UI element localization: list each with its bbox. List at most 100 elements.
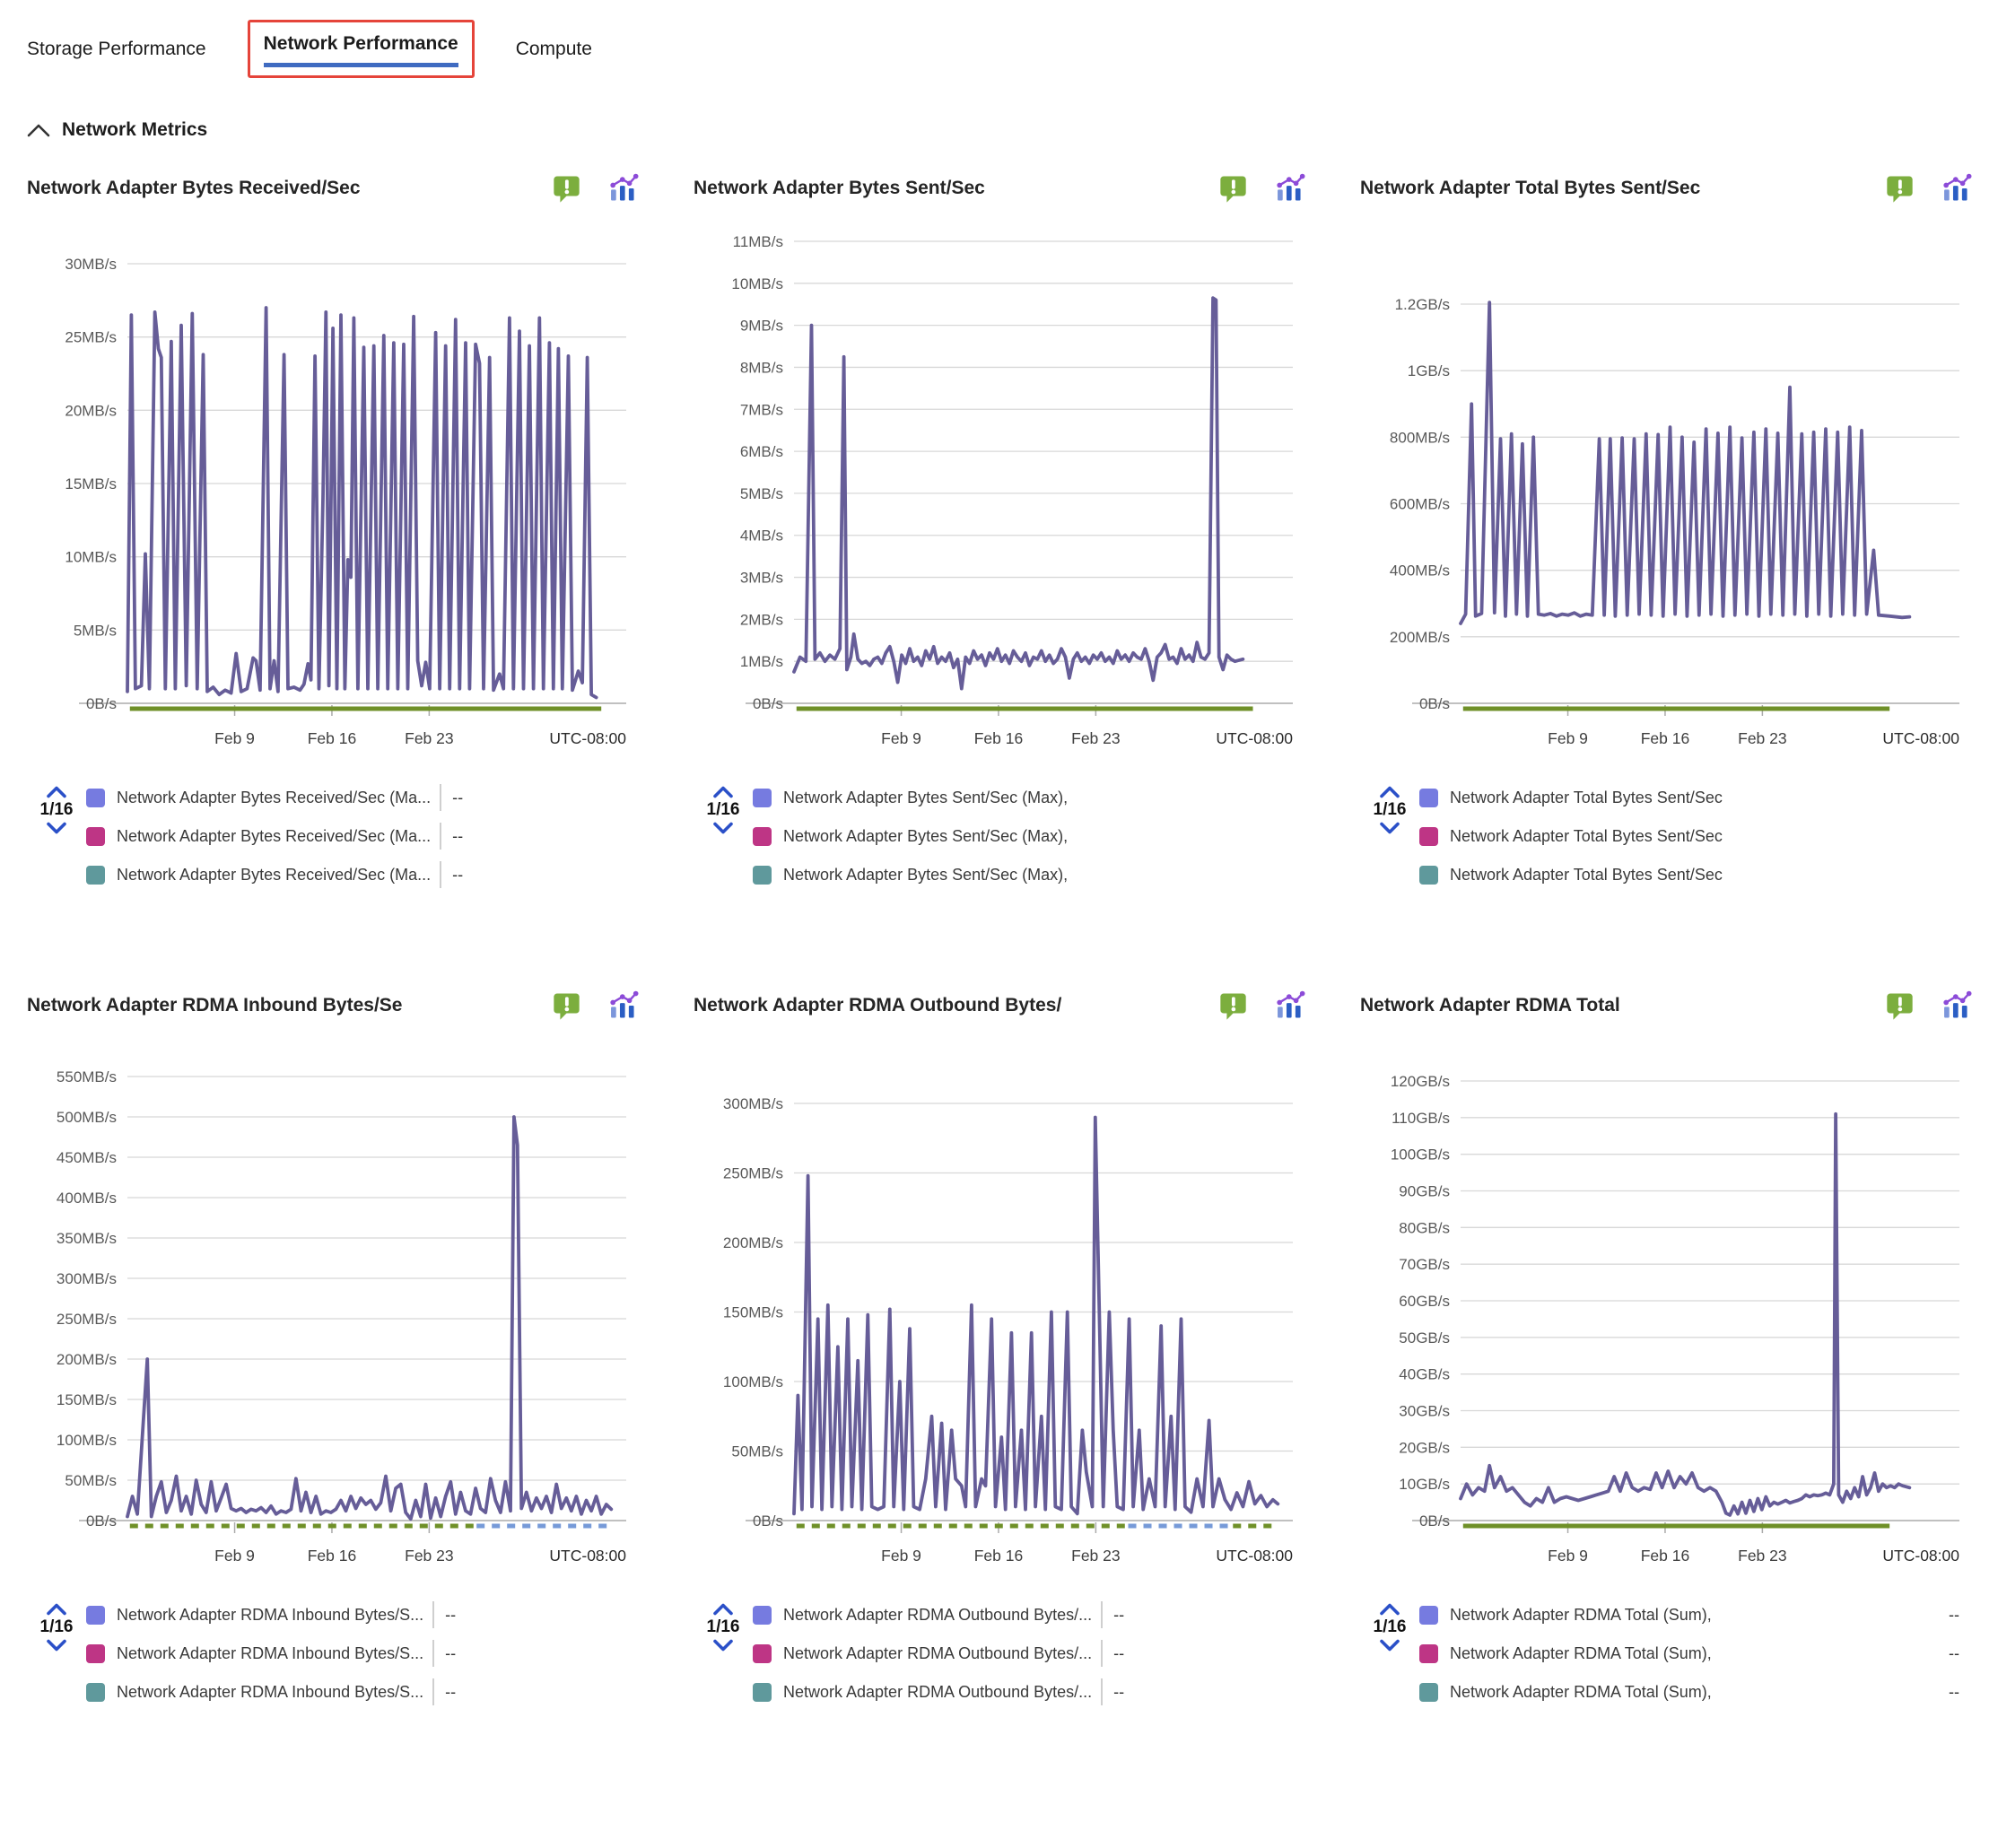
- chart-plot: 550MB/s 500MB/s 450MB/s 400MB/s 350MB/s 300MB…: [57, 1068, 626, 1565]
- legend-label: Network Adapter RDMA Total (Sum),: [1450, 1682, 1712, 1701]
- annotation-icon[interactable]: [551, 990, 582, 1021]
- annotation-icon[interactable]: [1217, 173, 1249, 204]
- chevron-up-icon[interactable]: [46, 786, 67, 798]
- legend-rows: Network Adapter Total Bytes Sent/Sec Netw…: [1419, 782, 1972, 888]
- legend-item[interactable]: Network Adapter RDMA Outbound Bytes/... -…: [753, 1640, 1305, 1667]
- legend-label: Network Adapter Total Bytes Sent/Sec: [1450, 865, 1723, 884]
- legend-item[interactable]: Network Adapter Total Bytes Sent/Sec: [1419, 861, 1972, 888]
- y-tick-label: 250MB/s: [57, 1311, 117, 1328]
- chevron-up-icon[interactable]: [1379, 1603, 1400, 1616]
- annotation-icon[interactable]: [1884, 173, 1915, 204]
- y-tick-label: 800MB/s: [1390, 429, 1450, 446]
- y-tick-label: 350MB/s: [57, 1230, 117, 1247]
- chart-actions: [1217, 173, 1305, 204]
- legend-separator: [1101, 1678, 1104, 1705]
- y-tick-label: 90GB/s: [1399, 1183, 1450, 1200]
- legend-swatch: [1419, 1682, 1438, 1702]
- y-tick-label: 4MB/s: [740, 527, 783, 545]
- active-tab-highlight-box: Network Performance: [247, 20, 475, 78]
- y-tick-label: 0B/s: [753, 1512, 783, 1530]
- chart-plot: 11MB/s 10MB/s 9MB/s 8MB/s 7MB/s 6MB/s 5MB/s 4MB…: [731, 233, 1293, 747]
- y-tick-label: 20MB/s: [65, 402, 117, 419]
- legend-swatch: [753, 1605, 772, 1625]
- legend-item[interactable]: Network Adapter Bytes Received/Sec (Ma..…: [86, 861, 639, 888]
- chevron-down-icon[interactable]: [46, 1639, 67, 1652]
- legend-swatch: [753, 865, 772, 885]
- chart-type-icon[interactable]: [1941, 173, 1972, 204]
- y-tick-label: 50MB/s: [731, 1443, 783, 1460]
- legend-page-indicator: 1/16: [706, 800, 740, 819]
- network-metrics-section-header[interactable]: Network Metrics: [27, 119, 1998, 141]
- chart-title: Network Adapter Bytes Received/Sec: [27, 178, 361, 198]
- legend-value: --: [1113, 1682, 1125, 1701]
- y-tick-label: 11MB/s: [733, 233, 783, 250]
- chart-title: Network Adapter RDMA Outbound Bytes/: [694, 995, 1062, 1016]
- chevron-down-icon[interactable]: [46, 822, 67, 834]
- legend-label: Network Adapter RDMA Total (Sum),: [1450, 1643, 1712, 1662]
- legend-item[interactable]: Network Adapter RDMA Outbound Bytes/... -…: [753, 1601, 1305, 1628]
- legend-item[interactable]: Network Adapter RDMA Inbound Bytes/S... -…: [86, 1640, 639, 1667]
- timezone-label: UTC-08:00: [549, 1547, 626, 1565]
- legend-item[interactable]: Network Adapter RDMA Outbound Bytes/... -…: [753, 1678, 1305, 1705]
- tab-bar: Storage Performance Network Performance …: [0, 0, 1998, 78]
- legend-value: --: [452, 826, 464, 845]
- chart-type-icon[interactable]: [607, 990, 639, 1021]
- chevron-down-icon[interactable]: [1379, 822, 1400, 834]
- chart-type-icon[interactable]: [607, 173, 639, 204]
- y-tick-label: 250MB/s: [723, 1165, 783, 1182]
- timezone-label: UTC-08:00: [1882, 729, 1959, 747]
- legend-item[interactable]: Network Adapter Bytes Received/Sec (Ma..…: [86, 784, 639, 811]
- chevron-down-icon[interactable]: [1379, 1639, 1400, 1652]
- chevron-up-icon[interactable]: [1379, 786, 1400, 798]
- legend-item[interactable]: Network Adapter Bytes Sent/Sec (Max),: [753, 861, 1305, 888]
- tab-network-performance[interactable]: Network Performance: [263, 33, 458, 67]
- y-tick-label: 1MB/s: [740, 653, 783, 670]
- chart-title: Network Adapter Total Bytes Sent/Sec: [1360, 178, 1701, 198]
- legend-item[interactable]: Network Adapter Total Bytes Sent/Sec: [1419, 784, 1972, 811]
- legend-item[interactable]: Network Adapter RDMA Inbound Bytes/S... -…: [86, 1601, 639, 1628]
- y-tick-label: 0B/s: [86, 1512, 117, 1530]
- chart-type-icon[interactable]: [1274, 990, 1305, 1021]
- legend-swatch: [86, 1605, 105, 1625]
- chevron-up-icon[interactable]: [46, 1603, 67, 1616]
- y-tick-label: 1.2GB/s: [1395, 296, 1450, 313]
- tab-compute[interactable]: Compute: [515, 38, 592, 59]
- legend-item[interactable]: Network Adapter RDMA Inbound Bytes/S... -…: [86, 1678, 639, 1705]
- series-line: [126, 1115, 614, 1521]
- legend-item[interactable]: Network Adapter Bytes Received/Sec (Ma..…: [86, 823, 639, 850]
- chart-header: Network Adapter RDMA Total: [1360, 985, 1972, 1026]
- series-line: [1459, 301, 1912, 625]
- y-tick-label: 40GB/s: [1399, 1366, 1450, 1383]
- y-tick-label: 10GB/s: [1399, 1476, 1450, 1493]
- series-line: [126, 306, 598, 700]
- y-tick-label: 5MB/s: [74, 622, 117, 639]
- annotation-icon[interactable]: [1217, 990, 1249, 1021]
- chart-type-icon[interactable]: [1274, 173, 1305, 204]
- legend-item[interactable]: Network Adapter Bytes Sent/Sec (Max),: [753, 823, 1305, 850]
- tab-storage-performance[interactable]: Storage Performance: [27, 38, 206, 59]
- chart-plot: 1.2GB/s 1GB/s 800MB/s 600MB/s 400MB/s 200MB/s…: [1390, 296, 1959, 747]
- annotation-icon[interactable]: [1884, 990, 1915, 1021]
- legend-item[interactable]: Network Adapter RDMA Total (Sum), --: [1419, 1640, 1972, 1667]
- chevron-up-icon[interactable]: [712, 1603, 734, 1616]
- y-tick-label: 3MB/s: [740, 570, 783, 587]
- chart-card: Network Adapter RDMA Total: [1360, 985, 1972, 1705]
- annotation-icon[interactable]: [551, 173, 582, 204]
- legend-pager: 1/16: [1360, 1600, 1419, 1652]
- y-tick-label: 450MB/s: [57, 1149, 117, 1166]
- legend-swatch: [753, 788, 772, 807]
- legend-swatch: [86, 788, 105, 807]
- legend-item[interactable]: Network Adapter Bytes Sent/Sec (Max),: [753, 784, 1305, 811]
- chevron-down-icon[interactable]: [712, 822, 734, 834]
- chevron-down-icon[interactable]: [712, 1639, 734, 1652]
- legend-rows: Network Adapter Bytes Received/Sec (Ma..…: [86, 782, 639, 888]
- legend-item[interactable]: Network Adapter RDMA Total (Sum), --: [1419, 1678, 1972, 1705]
- chart-type-icon[interactable]: [1941, 990, 1972, 1021]
- legend-item[interactable]: Network Adapter RDMA Total (Sum), --: [1419, 1601, 1972, 1628]
- chevron-up-icon[interactable]: [712, 786, 734, 798]
- legend-item[interactable]: Network Adapter Total Bytes Sent/Sec: [1419, 823, 1972, 850]
- chart-plot: 300MB/s 250MB/s 200MB/s 150MB/s 100MB/s 50MB/…: [723, 1095, 1293, 1565]
- timezone-label: UTC-08:00: [1216, 1547, 1293, 1565]
- legend-value: --: [452, 788, 464, 806]
- legend-value: --: [1949, 1605, 1959, 1624]
